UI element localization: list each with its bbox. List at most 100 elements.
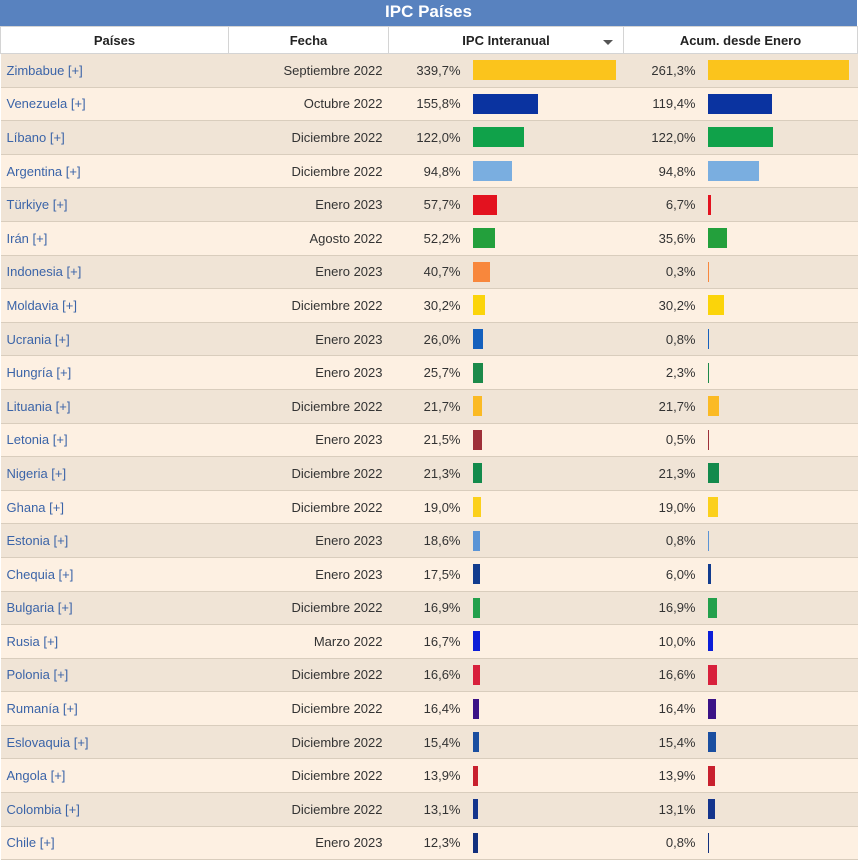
table-row: Moldavia [+] Diciembre 2022 30,2% 30,2% [0,288,858,323]
yoy-cell: 122,0% [388,120,624,155]
yoy-bar [472,664,480,685]
table-row: Bulgaria [+] Diciembre 2022 16,9% 16,9% [0,591,858,626]
ytd-bar-track [707,429,852,450]
yoy-bar-track [472,127,618,148]
date-cell: Octubre 2022 [228,87,389,122]
ytd-bar-track [707,597,852,618]
col-header-date[interactable]: Fecha [228,26,389,54]
date-cell: Diciembre 2022 [228,154,389,189]
country-link[interactable]: Chequia [+] [0,557,229,592]
ytd-bar-track [707,295,852,316]
yoy-bar [472,396,482,417]
table-row: Rumanía [+] Diciembre 2022 16,4% 16,4% [0,691,858,726]
yoy-cell: 19,0% [388,490,624,525]
yoy-value: 18,6% [423,533,461,549]
country-link[interactable]: Ghana [+] [0,490,229,525]
ytd-value: 21,3% [658,465,696,481]
col-header-country[interactable]: Países [0,26,229,54]
date-cell: Enero 2023 [228,826,389,860]
yoy-bar-track [472,732,618,753]
country-link[interactable]: Estonia [+] [0,523,229,558]
ytd-bar-track [707,765,852,786]
country-link[interactable]: Lituania [+] [0,389,229,424]
ytd-bar [707,261,709,282]
country-link[interactable]: Zimbabue [+] [0,53,229,88]
country-link[interactable]: Argentina [+] [0,154,229,189]
ipc-table: Países Fecha IPC Interanual Acum. desde … [0,26,858,860]
country-link[interactable]: Nigeria [+] [0,456,229,491]
yoy-bar-track [472,93,618,114]
table-row: Líbano [+] Diciembre 2022 122,0% 122,0% [0,120,858,155]
table-row: Rusia [+] Marzo 2022 16,7% 10,0% [0,624,858,659]
ytd-bar [707,664,717,685]
country-link[interactable]: Eslovaquia [+] [0,725,229,760]
col-header-yoy[interactable]: IPC Interanual [388,26,624,54]
yoy-bar [472,765,479,786]
yoy-bar-track [472,832,618,853]
country-link[interactable]: Polonia [+] [0,658,229,693]
yoy-bar [472,799,478,820]
country-link[interactable]: Hungría [+] [0,355,229,390]
ytd-cell: 21,3% [623,456,858,491]
yoy-bar-track [472,799,618,820]
yoy-bar-track [472,765,618,786]
ytd-bar [707,799,715,820]
country-link[interactable]: Irán [+] [0,221,229,256]
yoy-value: 40,7% [423,264,461,280]
yoy-bar [472,161,513,182]
ytd-bar [707,161,759,182]
table-row: Estonia [+] Enero 2023 18,6% 0,8% [0,523,858,558]
yoy-cell: 16,7% [388,624,624,659]
country-link[interactable]: Líbano [+] [0,120,229,155]
ytd-value: 15,4% [658,734,696,750]
col-header-ytd[interactable]: Acum. desde Enero [623,26,858,54]
ytd-bar [707,497,718,518]
ytd-value: 13,1% [658,801,696,817]
country-link[interactable]: Letonia [+] [0,423,229,458]
yoy-cell: 21,7% [388,389,624,424]
ytd-bar [707,228,727,249]
yoy-cell: 17,5% [388,557,624,592]
country-link[interactable]: Rumanía [+] [0,691,229,726]
yoy-bar-track [472,597,618,618]
sort-desc-icon[interactable] [603,40,613,45]
yoy-bar-track [472,564,618,585]
yoy-cell: 57,7% [388,187,624,222]
yoy-value: 21,5% [423,432,461,448]
ytd-bar-track [707,127,852,148]
yoy-cell: 16,9% [388,591,624,626]
country-link[interactable]: Venezuela [+] [0,87,229,122]
country-link[interactable]: Bulgaria [+] [0,591,229,626]
ytd-bar [707,765,715,786]
yoy-cell: 339,7% [388,53,624,88]
yoy-bar-track [472,362,618,383]
ytd-value: 0,8% [665,835,696,851]
country-link[interactable]: Indonesia [+] [0,255,229,290]
ytd-value: 19,0% [658,499,696,515]
country-link[interactable]: Chile [+] [0,826,229,860]
yoy-bar-track [472,631,618,652]
table-row: Lituania [+] Diciembre 2022 21,7% 21,7% [0,389,858,424]
yoy-value: 155,8% [416,96,461,112]
yoy-cell: 25,7% [388,355,624,390]
ytd-value: 30,2% [658,297,696,313]
ytd-bar [707,698,717,719]
yoy-cell: 18,6% [388,523,624,558]
country-link[interactable]: Türkiye [+] [0,187,229,222]
country-link[interactable]: Angola [+] [0,758,229,794]
yoy-bar [472,228,495,249]
country-link[interactable]: Ucrania [+] [0,322,229,357]
ytd-value: 16,4% [658,701,696,717]
yoy-value: 16,7% [423,633,461,649]
ytd-bar-track [707,799,852,820]
yoy-value: 21,3% [423,465,461,481]
country-link[interactable]: Moldavia [+] [0,288,229,323]
ytd-value: 16,9% [658,600,696,616]
country-link[interactable]: Colombia [+] [0,792,229,827]
yoy-value: 13,1% [423,801,461,817]
yoy-bar [472,429,482,450]
ytd-cell: 0,3% [623,255,858,290]
yoy-value: 94,8% [423,163,461,179]
country-link[interactable]: Rusia [+] [0,624,229,659]
